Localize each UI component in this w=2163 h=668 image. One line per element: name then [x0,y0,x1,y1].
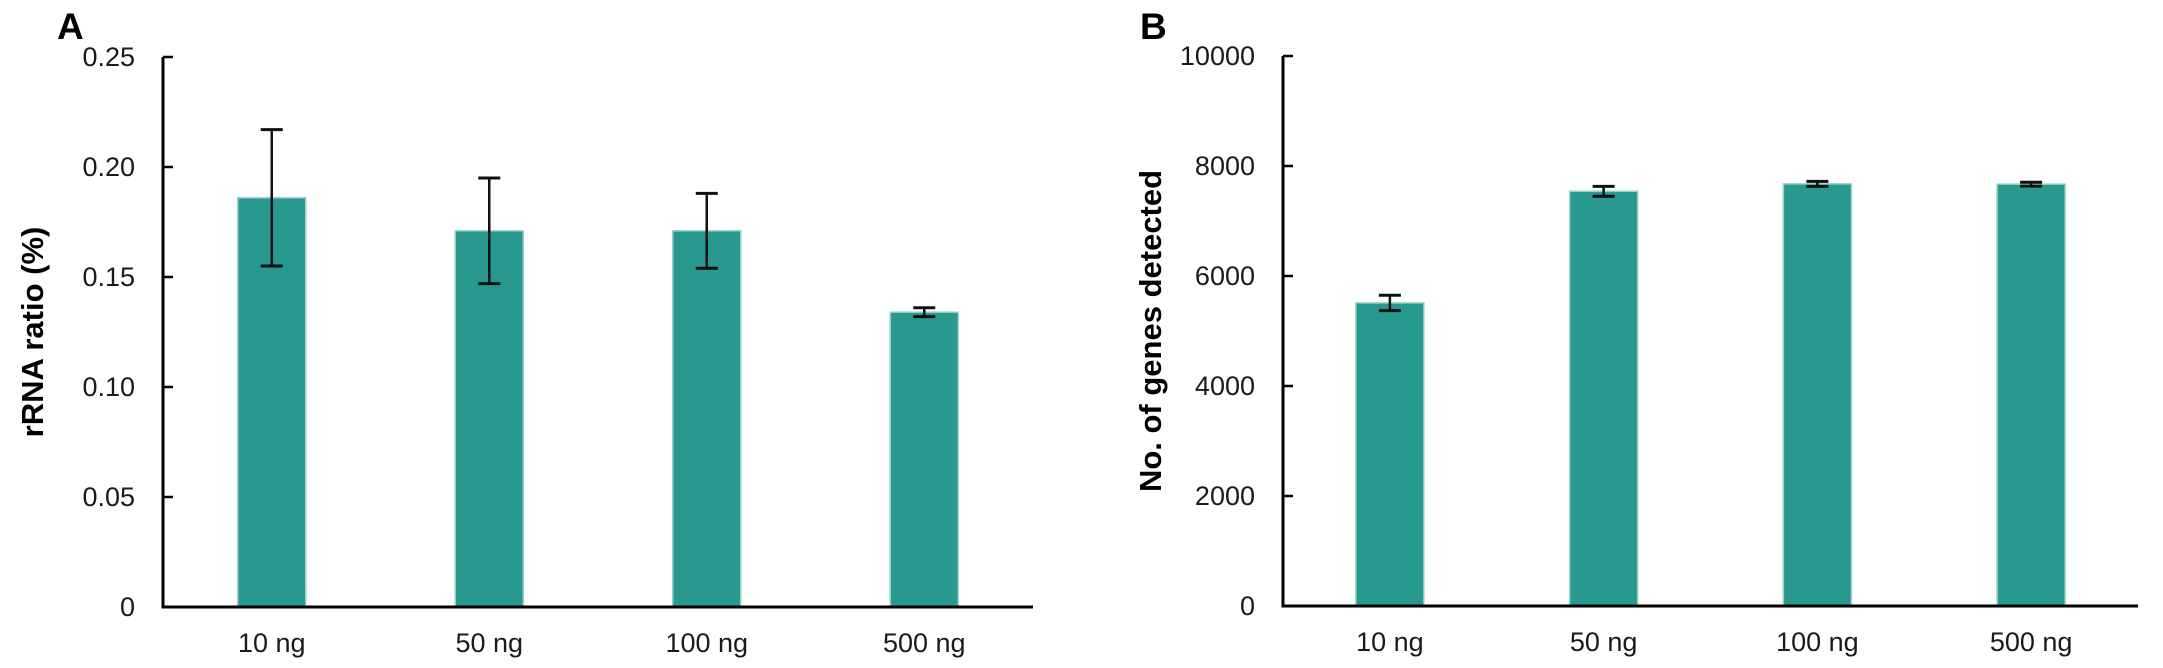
error-bar-10-ng [1378,293,1401,313]
bar-10-ng [1355,302,1425,607]
x-category-label-50-ng: 50 ng [1570,627,1638,657]
error-bar-100-ng [1806,179,1829,188]
axis-spines [1281,56,2138,608]
y-tick-label: 0 [1240,591,1255,621]
y-tick-label: 10000 [1180,41,1255,71]
y-tick-label: 0.05 [82,482,135,512]
y-tick-label: 0.20 [82,152,135,182]
error-bar-50-ng [1592,184,1615,198]
panel-label-b: B [1140,6,1167,47]
bar-50-ng [454,230,524,608]
error-bar-500-ng [2020,180,2043,188]
x-category-label-100-ng: 100 ng [665,628,748,658]
panel-label-a: A [57,6,84,47]
y-tick-label: 0.25 [82,42,135,72]
x-category-label-10-ng: 10 ng [1356,627,1424,657]
y-tick-label: 0 [120,592,135,622]
error-bar-500-ng [913,306,936,319]
bar-50-ng [1568,190,1639,607]
bar-chart-b: 0 2000 4000 6000 8000 10000 10 ng 50 ng 100 ng 50… [1180,41,2138,657]
x-category-label-50-ng: 50 ng [455,628,523,658]
x-category-label-500-ng: 500 ng [1990,627,2073,657]
y-tick-label: 0.15 [82,262,135,292]
error-bar-100-ng [695,191,718,270]
panel-a: A rRNA ratio (%) 0 0.05 0.10 0.15 0.20 0.25 10… [15,6,1033,658]
axis-spines [161,57,1033,609]
error-bar-10-ng [260,128,283,268]
panel-b: B No. of genes detected 0 2000 4000 6000 800… [1083,0,2163,668]
x-category-label-100-ng: 100 ng [1776,627,1859,657]
x-category-label-10-ng: 10 ng [238,628,306,658]
bar-100-ng [1782,183,1853,607]
bar-500-ng [889,311,959,608]
y-tick-label: 0.10 [82,372,135,402]
y-tick-label: 8000 [1195,151,1255,181]
y-tick-label: 6000 [1195,261,1255,291]
bar-chart-a: 0 0.05 0.10 0.15 0.20 0.25 10 ng 50 ng 100 ng 500… [82,42,1033,658]
bar-100-ng [672,230,742,608]
y-tick-label: 4000 [1195,371,1255,401]
x-category-label-500-ng: 500 ng [883,628,966,658]
bar-500-ng [1996,183,2066,607]
error-bar-50-ng [478,176,501,286]
y-tick-label: 2000 [1195,481,1255,511]
